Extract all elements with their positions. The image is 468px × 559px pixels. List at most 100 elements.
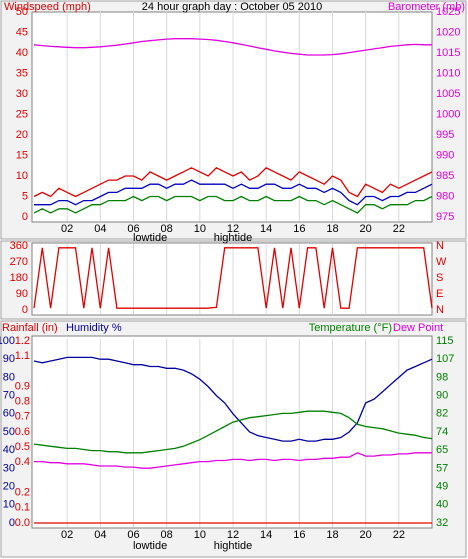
y2-tick-label: E — [436, 288, 443, 300]
y3-tick-label: 0.8 — [15, 396, 30, 408]
x-tick-label: 22 — [393, 223, 405, 235]
y3-tick-label: 0.2 — [15, 487, 30, 499]
x-tick-label: 02 — [61, 223, 73, 235]
series-label: Temperature (°F) — [309, 322, 392, 334]
y3-tick-label: 1.2 — [15, 335, 30, 347]
y2-tick-label: N — [436, 304, 444, 316]
x-tick-label: 12 — [227, 223, 239, 235]
x-tick-label: 16 — [293, 223, 305, 235]
y-tick-label: 50 — [16, 6, 28, 18]
y2-tick-label: 90 — [436, 390, 448, 402]
y2-tick-label: 995 — [436, 129, 454, 141]
y-tick-label: 10 — [16, 170, 28, 182]
annotation: lowtide — [133, 232, 167, 244]
y2-tick-label: 98 — [436, 371, 448, 383]
series-line — [33, 167, 433, 198]
plot-area — [31, 242, 433, 316]
series-label: Dew Point — [393, 322, 443, 334]
y-tick-label: 20 — [16, 129, 28, 141]
x-tick-label: 04 — [94, 529, 106, 541]
y-tick-label: 30 — [3, 462, 15, 474]
y2-tick-label: 40 — [436, 499, 448, 511]
y-tick-label: 180 — [10, 272, 28, 284]
y-tick-label: 0 — [22, 304, 28, 316]
series-line — [33, 356, 433, 442]
y-tick-label: 40 — [16, 47, 28, 59]
y2-tick-label: 990 — [436, 149, 454, 161]
x-tick-label: 16 — [293, 529, 305, 541]
y2-tick-label: 1020 — [436, 26, 460, 38]
y2-tick-label: 1010 — [436, 67, 460, 79]
x-tick-label: 04 — [94, 223, 106, 235]
y-tick-label: 40 — [3, 444, 15, 456]
chart-title: 24 hour graph day : October 05 2010 — [142, 1, 322, 13]
x-tick-label: 08 — [161, 223, 173, 235]
y-tick-label: 20 — [3, 481, 15, 493]
plot-area — [31, 335, 433, 529]
annotation: hightide — [214, 540, 253, 552]
y2-tick-label: 975 — [436, 211, 454, 223]
y3-tick-label: 1.1 — [15, 350, 30, 362]
series-line — [33, 247, 433, 309]
x-tick-label: 12 — [227, 529, 239, 541]
annotation: lowtide — [133, 540, 167, 552]
series-label: Humidity % — [66, 322, 122, 334]
y-tick-label: 35 — [16, 67, 28, 79]
series-line — [33, 195, 433, 214]
y2-tick-label: 74 — [436, 426, 448, 438]
series-line — [34, 452, 432, 469]
x-tick-label: 20 — [360, 529, 372, 541]
y2-tick-label: 82 — [436, 408, 448, 420]
y-tick-label: 270 — [10, 256, 28, 268]
y-tick-label: 0 — [9, 517, 15, 529]
y-tick-label: 60 — [3, 408, 15, 420]
y-tick-label: 360 — [10, 240, 28, 252]
y-tick-label: 100 — [0, 335, 15, 347]
y2-tick-label: 115 — [436, 335, 454, 347]
y3-tick-label: 0.4 — [15, 456, 30, 468]
y-tick-label: 10 — [3, 499, 15, 511]
y2-tick-label: 1000 — [436, 108, 460, 120]
x-tick-label: 14 — [260, 223, 272, 235]
x-tick-label: 18 — [326, 529, 338, 541]
x-tick-label: 10 — [194, 223, 206, 235]
y-tick-label: 25 — [16, 108, 28, 120]
y-axis-label: Windspeed (mph) — [4, 1, 91, 13]
annotation: hightide — [214, 232, 253, 244]
y2-tick-label: 65 — [436, 444, 448, 456]
y-tick-label: 0 — [22, 211, 28, 223]
y2-tick-label: 32 — [436, 517, 448, 529]
x-tick-label: 14 — [260, 529, 272, 541]
y-tick-label: 70 — [3, 390, 15, 402]
y2-axis-label: Barometer (mb) — [388, 1, 465, 13]
x-tick-label: 08 — [161, 529, 173, 541]
y-tick-label: 15 — [16, 149, 28, 161]
y3-tick-label: 0.0 — [15, 517, 30, 529]
y2-tick-label: W — [436, 256, 447, 268]
x-tick-label: 10 — [194, 529, 206, 541]
y3-tick-label: 0.1 — [15, 502, 30, 514]
y2-tick-label: S — [436, 272, 443, 284]
y2-tick-label: 107 — [436, 353, 454, 365]
y2-tick-label: 49 — [436, 481, 448, 493]
x-tick-label: 02 — [61, 529, 73, 541]
y-tick-label: 90 — [3, 353, 15, 365]
plot-area — [31, 11, 433, 223]
y2-tick-label: 980 — [436, 190, 454, 202]
y3-tick-label: 0.5 — [15, 441, 30, 453]
y-tick-label: 90 — [16, 288, 28, 300]
y2-tick-label: 1005 — [436, 88, 460, 100]
y2-tick-label: N — [436, 240, 444, 252]
x-tick-label: 06 — [127, 529, 139, 541]
y2-tick-label: 1025 — [436, 6, 460, 18]
y2-tick-label: 57 — [436, 462, 448, 474]
y-tick-label: 30 — [16, 88, 28, 100]
x-tick-label: 06 — [127, 223, 139, 235]
y3-tick-label: 0.9 — [15, 380, 30, 392]
y-tick-label: 5 — [22, 190, 28, 202]
y-tick-label: 50 — [3, 426, 15, 438]
series-label: Rainfall (in) — [2, 322, 58, 334]
series-line — [33, 38, 432, 56]
